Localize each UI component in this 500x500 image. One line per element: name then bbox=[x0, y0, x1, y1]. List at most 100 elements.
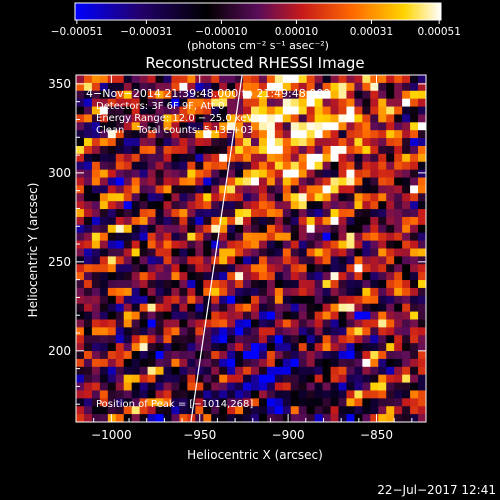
heatmap-cell bbox=[346, 193, 355, 202]
heatmap-cell bbox=[131, 311, 141, 321]
heatmap-cell bbox=[314, 240, 324, 250]
heatmap-cell bbox=[115, 153, 125, 163]
heatmap-cell bbox=[410, 406, 419, 415]
heatmap-cell bbox=[418, 280, 426, 289]
heatmap-cell bbox=[362, 145, 371, 155]
heatmap-cell bbox=[139, 145, 149, 155]
heatmap-cell bbox=[243, 75, 252, 84]
heatmap-cell bbox=[251, 193, 260, 202]
heatmap-cell bbox=[83, 161, 93, 171]
heatmap-cell bbox=[163, 145, 173, 155]
heatmap-cell bbox=[266, 272, 276, 281]
heatmap-cell bbox=[235, 193, 244, 202]
heatmap-cell bbox=[370, 90, 379, 100]
heatmap-cell bbox=[274, 75, 284, 84]
heatmap-cell bbox=[251, 161, 260, 171]
heatmap-cell bbox=[402, 264, 411, 273]
heatmap-cell bbox=[266, 406, 276, 415]
heatmap-cell bbox=[378, 169, 387, 179]
heatmap-cell bbox=[306, 153, 316, 163]
heatmap-cell bbox=[330, 398, 340, 407]
heatmap-cell bbox=[99, 414, 109, 422]
heatmap-cell bbox=[338, 130, 348, 139]
heatmap-cell bbox=[76, 335, 85, 344]
heatmap-cell bbox=[370, 75, 379, 84]
heatmap-cell bbox=[123, 390, 133, 399]
heatmap-cell bbox=[187, 358, 196, 368]
heatmap-cell bbox=[346, 98, 355, 108]
heatmap-cell bbox=[402, 366, 411, 376]
heatmap-cell bbox=[203, 414, 212, 422]
heatmap-cell bbox=[171, 82, 180, 92]
heatmap-cell bbox=[338, 311, 348, 321]
heatmap-cell bbox=[346, 209, 355, 218]
heatmap-cell bbox=[274, 295, 284, 305]
heatmap-cell bbox=[187, 169, 196, 179]
heatmap-cell bbox=[251, 335, 260, 344]
heatmap-cell bbox=[386, 169, 395, 179]
heatmap-cell bbox=[163, 272, 173, 281]
heatmap-cell bbox=[402, 145, 411, 155]
heatmap-cell bbox=[282, 319, 292, 328]
heatmap-cell bbox=[362, 82, 371, 92]
heatmap-cell bbox=[266, 209, 276, 218]
heatmap-cell bbox=[314, 414, 324, 422]
heatmap-cell bbox=[155, 193, 165, 202]
heatmap-cell bbox=[163, 240, 173, 250]
heatmap-cell bbox=[115, 248, 125, 257]
heatmap-cell bbox=[115, 177, 125, 187]
heatmap-cell bbox=[179, 264, 188, 273]
heatmap-cell bbox=[107, 335, 117, 344]
heatmap-cell bbox=[115, 145, 125, 155]
heatmap-cell bbox=[418, 209, 426, 218]
heatmap-cell bbox=[298, 138, 308, 147]
heatmap-cell bbox=[179, 398, 188, 407]
heatmap-cell bbox=[115, 130, 125, 139]
heatmap-cell bbox=[386, 382, 395, 392]
heatmap-cell bbox=[330, 264, 340, 273]
heatmap-cell bbox=[346, 343, 355, 352]
heatmap-cell bbox=[195, 272, 204, 281]
heatmap-cell bbox=[258, 343, 268, 352]
heatmap-cell bbox=[274, 201, 284, 210]
heatmap-cell bbox=[418, 398, 426, 407]
heatmap-cell bbox=[76, 358, 85, 368]
heatmap-cell bbox=[243, 98, 252, 108]
heatmap-cell bbox=[163, 382, 173, 392]
heatmap-cell bbox=[211, 343, 220, 352]
heatmap-cell bbox=[346, 272, 355, 281]
heatmap-cell bbox=[251, 82, 260, 92]
heatmap-cell bbox=[386, 343, 395, 352]
heatmap-cell bbox=[187, 201, 196, 210]
heatmap-cell bbox=[107, 256, 117, 265]
heatmap-cell bbox=[314, 232, 324, 242]
heatmap-cell bbox=[107, 122, 117, 131]
heatmap-cell bbox=[227, 319, 236, 328]
heatmap-cell bbox=[322, 75, 332, 84]
heatmap-cell bbox=[378, 264, 387, 273]
heatmap-cell bbox=[258, 153, 268, 163]
heatmap-cell bbox=[266, 287, 276, 297]
heatmap-cell bbox=[378, 224, 387, 234]
heatmap-cell bbox=[266, 90, 276, 100]
heatmap-cell bbox=[227, 280, 236, 289]
heatmap-cell bbox=[155, 161, 165, 171]
heatmap-cell bbox=[139, 295, 149, 305]
heatmap-cell bbox=[330, 311, 340, 321]
heatmap-cell bbox=[227, 240, 236, 250]
heatmap-cell bbox=[306, 232, 316, 242]
peak-position-label: Position of Peak = [−1014,268] bbox=[96, 399, 253, 410]
heatmap-cell bbox=[378, 335, 387, 344]
heatmap-cell bbox=[139, 398, 149, 407]
heatmap-cell bbox=[123, 153, 133, 163]
heatmap-cell bbox=[418, 216, 426, 226]
heatmap-cell bbox=[219, 382, 228, 392]
heatmap-cell bbox=[219, 327, 228, 336]
heatmap-cell bbox=[274, 398, 284, 407]
heatmap-cell bbox=[282, 106, 292, 116]
heatmap-cell bbox=[203, 153, 212, 163]
heatmap-cell bbox=[131, 303, 141, 313]
heatmap-cell bbox=[402, 398, 411, 407]
heatmap-cell bbox=[115, 382, 125, 392]
heatmap-cell bbox=[203, 169, 212, 179]
